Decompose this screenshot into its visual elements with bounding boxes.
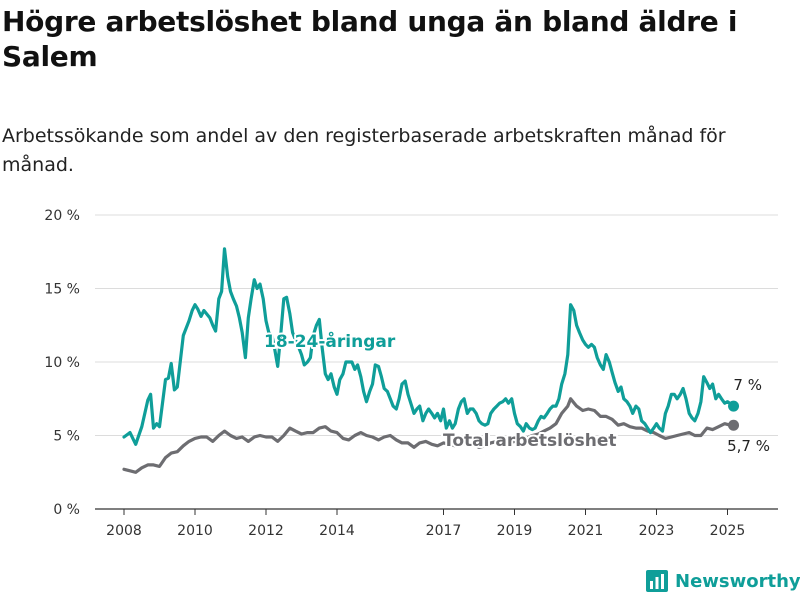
newsworthy-logo-icon [646, 570, 668, 592]
chart-subtitle: Arbetssökande som andel av den registerb… [2, 125, 726, 176]
y-tick-label: 20 % [44, 208, 80, 224]
end-label-total: 5,7 % [727, 437, 770, 455]
x-tick-label: 2017 [426, 523, 462, 539]
series-end-point-total [728, 419, 740, 431]
y-tick-label: 15 % [44, 282, 80, 298]
grid-lines [95, 214, 778, 515]
series-line-young [122, 247, 736, 446]
series-label-young-halo: 18-24-åringar [264, 330, 396, 352]
brand-name: Newsworthy [675, 570, 800, 592]
series-lines [122, 247, 740, 474]
brand-logo: Newsworthy [645, 569, 800, 593]
series-line-total [122, 397, 736, 474]
x-tick-label: 2014 [319, 523, 355, 539]
y-tick-label: 0 % [53, 502, 80, 518]
x-tick-label: 2010 [177, 523, 213, 539]
end-label-young-halo: 7 % [733, 376, 762, 394]
y-tick-label: 10 % [44, 355, 80, 371]
x-tick-label: 2019 [497, 523, 533, 539]
end-label-total-halo: 5,7 % [727, 437, 770, 455]
chart-labels: 0 % 5 % 10 % 15 % 20 % 2008 2010 2012 2014 2017 20… [44, 208, 772, 539]
x-tick-label: 2023 [639, 523, 675, 539]
x-tick-label: 2008 [106, 523, 142, 539]
series-label-total: Total arbetslöshet [443, 431, 617, 451]
series-label-young: 18-24-åringar [264, 330, 396, 352]
x-tick-label: 2021 [568, 523, 604, 539]
chart-title: Högre arbetslöshet bland unga än bland ä… [2, 5, 738, 73]
end-label-young: 7 % [733, 376, 762, 394]
series-label-total-halo: Total arbetslöshet [443, 431, 617, 451]
y-tick-label: 5 % [53, 429, 80, 445]
x-tick-label: 2012 [248, 523, 284, 539]
series-end-point-young [728, 400, 740, 412]
x-tick-label: 2025 [710, 523, 746, 539]
